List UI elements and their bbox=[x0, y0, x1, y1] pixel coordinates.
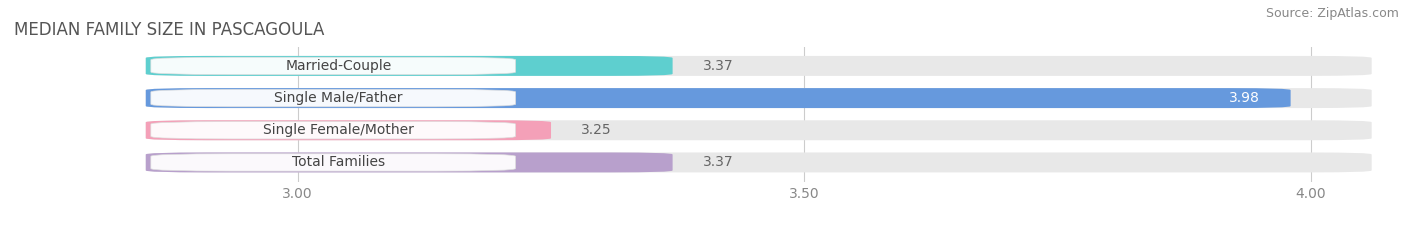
FancyBboxPatch shape bbox=[146, 56, 1372, 76]
Text: 3.37: 3.37 bbox=[703, 155, 734, 169]
Text: 3.25: 3.25 bbox=[582, 123, 612, 137]
Text: Married-Couple: Married-Couple bbox=[285, 59, 391, 73]
Text: Single Female/Mother: Single Female/Mother bbox=[263, 123, 413, 137]
FancyBboxPatch shape bbox=[146, 120, 551, 140]
FancyBboxPatch shape bbox=[150, 57, 516, 75]
FancyBboxPatch shape bbox=[146, 88, 1372, 108]
Text: Source: ZipAtlas.com: Source: ZipAtlas.com bbox=[1265, 7, 1399, 20]
Text: Total Families: Total Families bbox=[291, 155, 385, 169]
Text: 3.37: 3.37 bbox=[703, 59, 734, 73]
FancyBboxPatch shape bbox=[146, 120, 1372, 140]
FancyBboxPatch shape bbox=[146, 88, 1291, 108]
Text: 3.98: 3.98 bbox=[1229, 91, 1260, 105]
FancyBboxPatch shape bbox=[146, 152, 1372, 172]
Text: Single Male/Father: Single Male/Father bbox=[274, 91, 402, 105]
FancyBboxPatch shape bbox=[150, 154, 516, 171]
FancyBboxPatch shape bbox=[150, 122, 516, 139]
Text: MEDIAN FAMILY SIZE IN PASCAGOULA: MEDIAN FAMILY SIZE IN PASCAGOULA bbox=[14, 21, 325, 39]
FancyBboxPatch shape bbox=[146, 56, 672, 76]
FancyBboxPatch shape bbox=[150, 89, 516, 107]
FancyBboxPatch shape bbox=[146, 152, 672, 172]
